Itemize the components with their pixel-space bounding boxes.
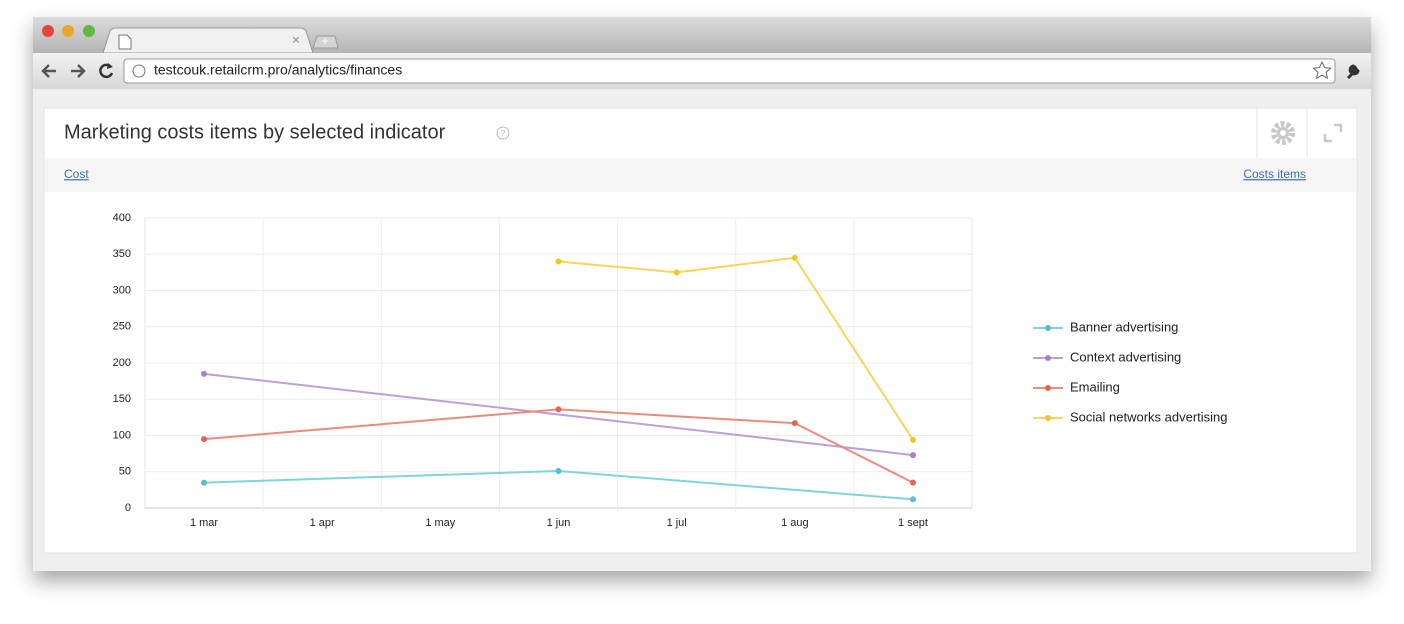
- x-tick-label: 1 may: [425, 517, 455, 529]
- data-point: [910, 452, 916, 459]
- data-point: [910, 436, 916, 443]
- series-line: [203, 408, 914, 484]
- help-icon-mark: ?: [501, 129, 506, 138]
- data-point: [910, 496, 916, 503]
- chart: 0 50 100 150 200 250 300 350 400 1 mar 1 apr 1 may 1…: [113, 212, 1228, 529]
- x-tick-label: 1 jun: [547, 517, 571, 529]
- y-tick-label: 150: [113, 393, 131, 405]
- tab[interactable]: [102, 27, 314, 54]
- reload-arrow: [107, 63, 113, 69]
- back-button[interactable]: [41, 64, 56, 78]
- x-tick-label: 1 apr: [310, 517, 335, 529]
- y-tick-label: 200: [113, 357, 131, 369]
- x-tick-label: 1 mar: [190, 517, 218, 529]
- close-button[interactable]: [42, 25, 54, 37]
- x-tick-label: 1 sept: [898, 517, 928, 529]
- indicator-filter[interactable]: Cost: [64, 167, 89, 181]
- legend-label: Banner advertising: [1070, 319, 1178, 334]
- data-point: [910, 479, 916, 486]
- legend-label: Context advertising: [1070, 349, 1181, 364]
- data-point: [201, 436, 207, 443]
- y-tick-label: 50: [119, 466, 131, 478]
- zoom-button[interactable]: [83, 25, 95, 37]
- site-icon: [132, 64, 146, 78]
- x-tick-label: 1 aug: [781, 517, 809, 529]
- legend-marker: [1045, 325, 1051, 331]
- url: testcouk.retailcrm.pro/analytics/finance…: [154, 62, 402, 78]
- data-point: [555, 406, 562, 413]
- minimize-button[interactable]: [62, 25, 74, 37]
- new-tab-icon: +: [321, 34, 328, 48]
- tab-icon: [118, 34, 132, 50]
- y-tick-label: 250: [113, 321, 131, 333]
- data-point: [555, 468, 562, 475]
- data-point: [201, 479, 207, 486]
- data-point: [791, 420, 798, 427]
- legend-marker: [1045, 415, 1051, 421]
- y-tick-label: 300: [113, 284, 131, 296]
- y-tick-label: 350: [113, 248, 131, 260]
- legend-label: Social networks advertising: [1070, 409, 1228, 424]
- help-icon[interactable]: [496, 126, 510, 140]
- new-tab[interactable]: [312, 35, 339, 49]
- widget-title: Marketing costs items by selected indica…: [64, 121, 446, 143]
- legend-label: Emailing: [1070, 379, 1120, 394]
- series-line: [203, 372, 914, 457]
- grouping-filter[interactable]: Costs items: [1243, 167, 1306, 181]
- legend-marker: [1045, 355, 1051, 361]
- data-point: [673, 269, 680, 276]
- y-tick-label: 100: [113, 429, 131, 441]
- wrench-menu[interactable]: [1346, 64, 1360, 80]
- y-tick-label: 400: [113, 212, 131, 224]
- tab-close[interactable]: ×: [292, 32, 300, 48]
- settings-gear[interactable]: [1271, 121, 1295, 145]
- settings-gear-hole: [1280, 130, 1286, 136]
- data-point: [791, 254, 798, 261]
- y-tick-label: 0: [125, 502, 131, 514]
- forward-button[interactable]: [71, 64, 86, 78]
- series-line: [558, 256, 914, 441]
- address-bar[interactable]: [123, 58, 1336, 84]
- data-point: [555, 258, 562, 265]
- legend-marker: [1045, 385, 1051, 391]
- filter-bar: [45, 158, 1356, 192]
- x-tick-label: 1 jul: [667, 517, 687, 529]
- data-point: [201, 370, 207, 377]
- bookmark-star[interactable]: [1312, 60, 1332, 80]
- expand-button[interactable]: [1323, 123, 1343, 143]
